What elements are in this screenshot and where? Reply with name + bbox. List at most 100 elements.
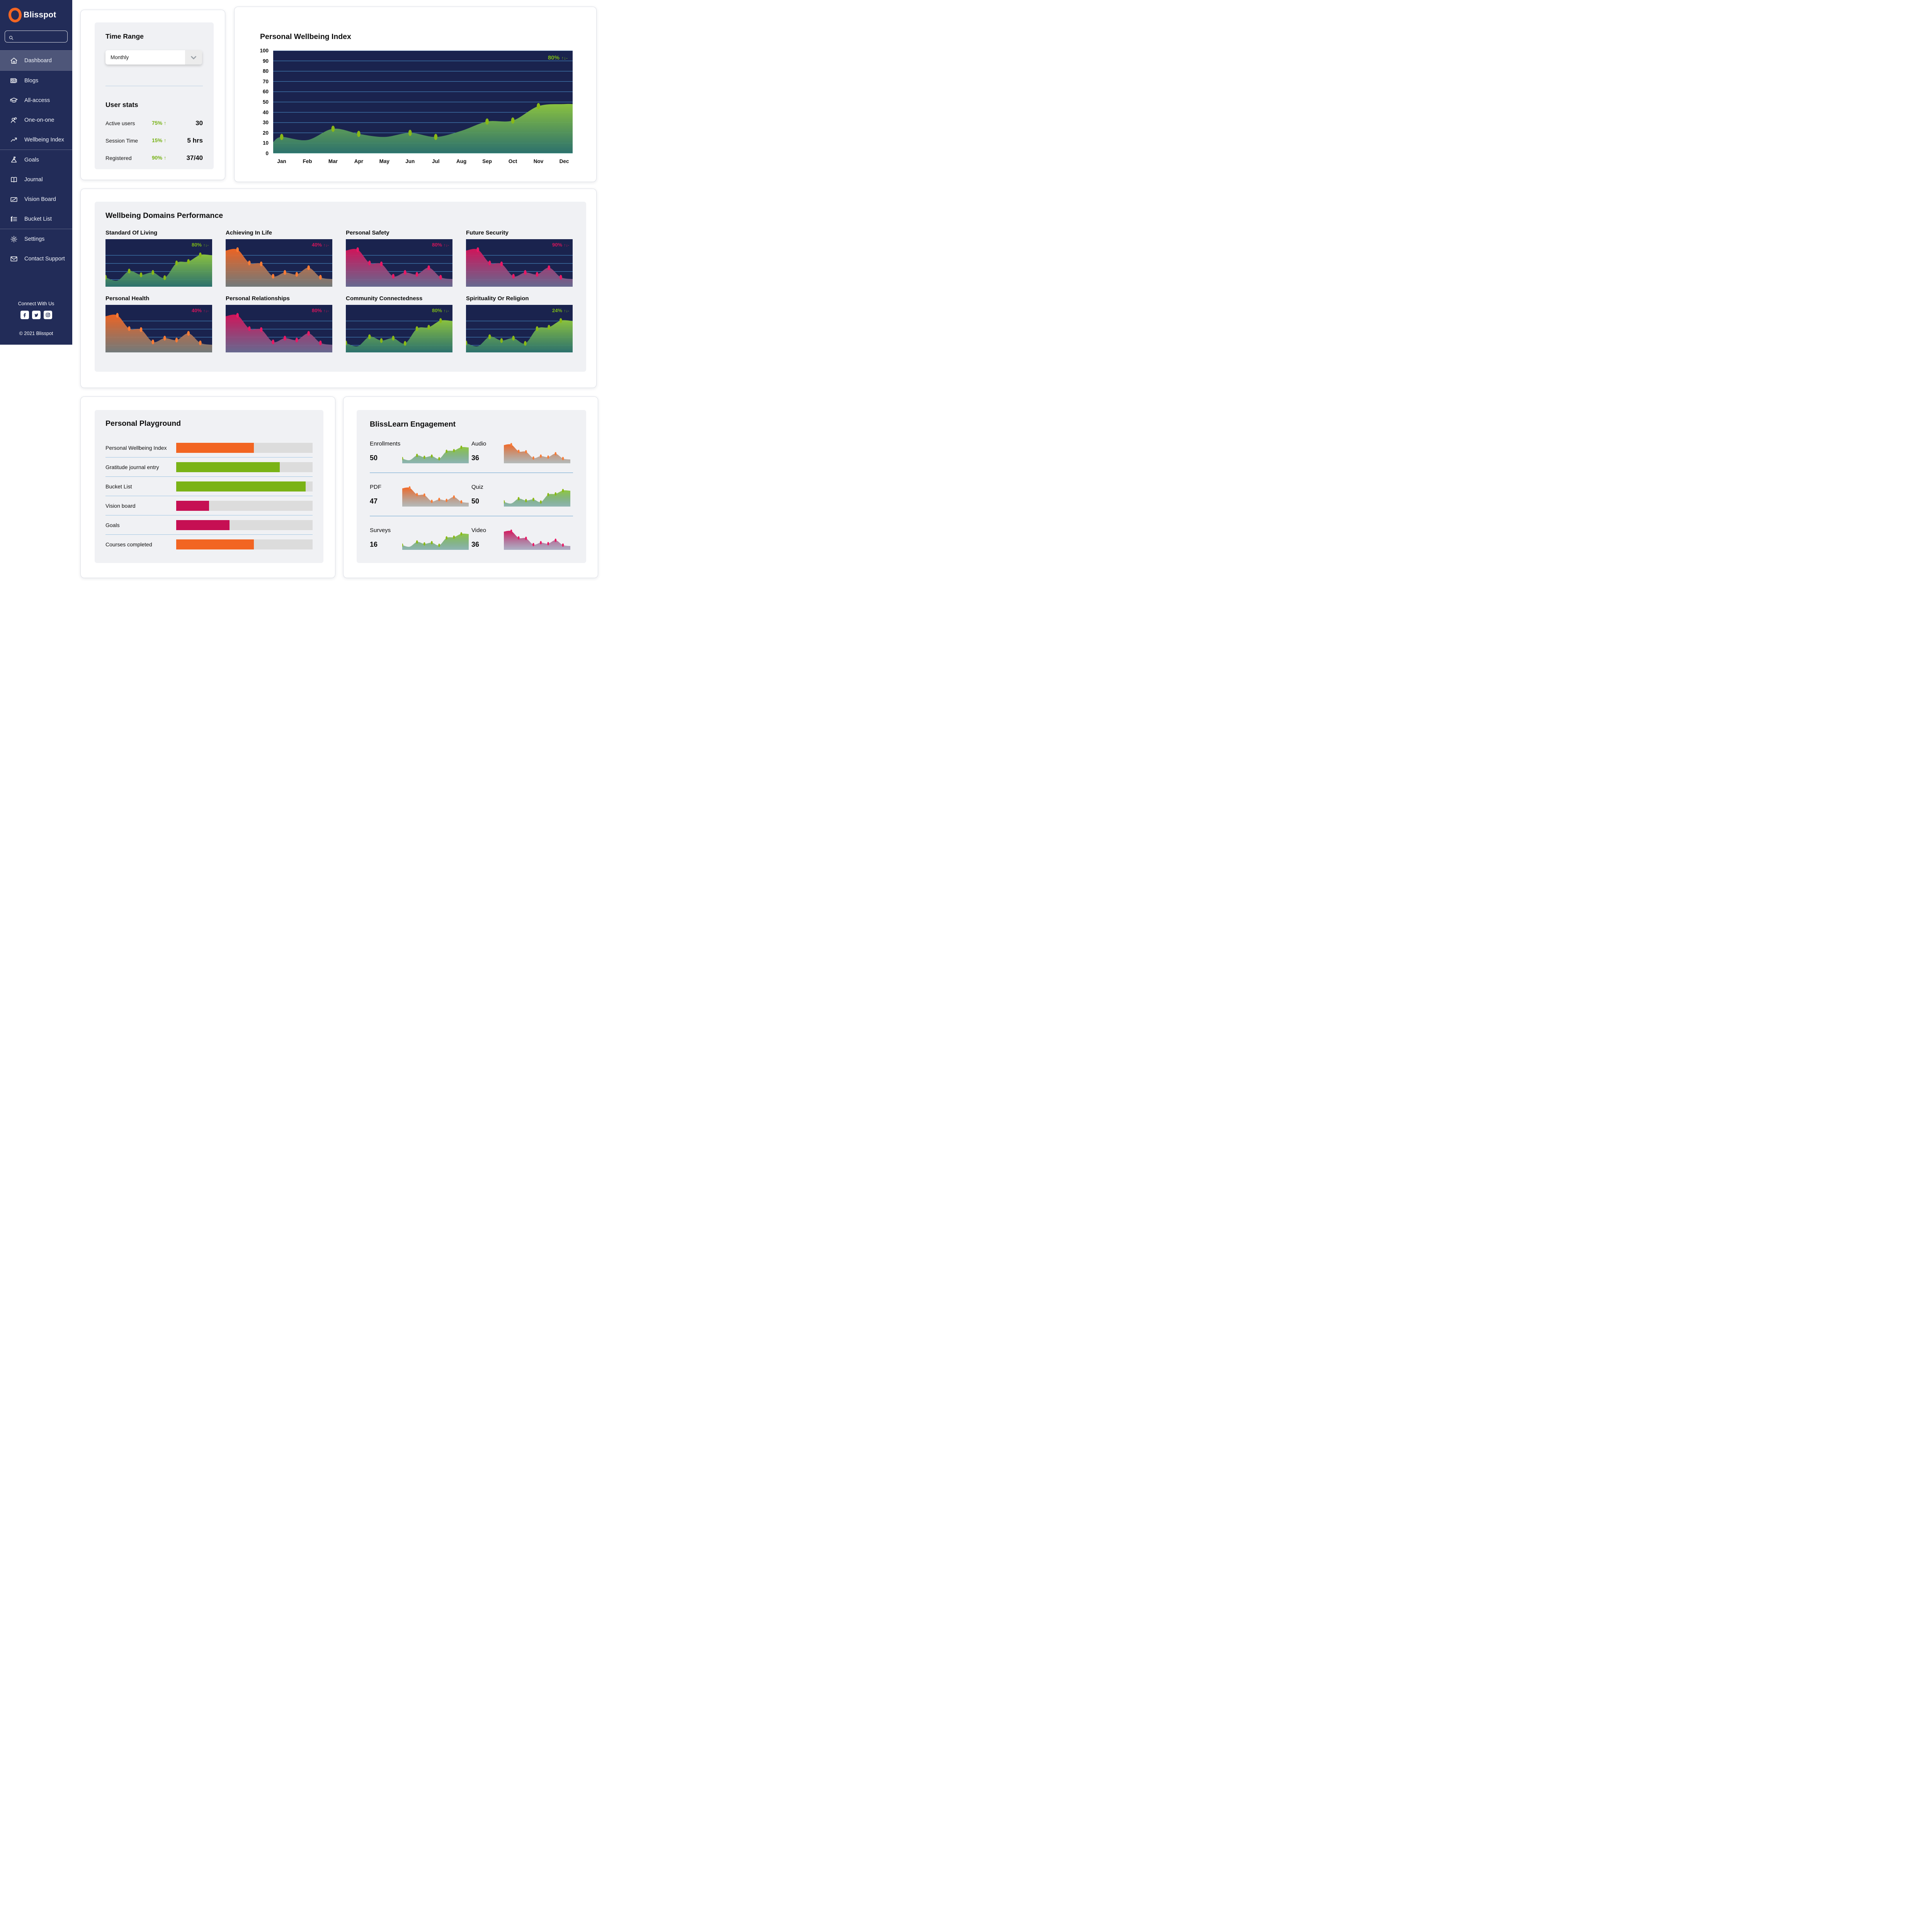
home-icon (10, 56, 18, 65)
blisspot-dashboard: Blisspot Dashboard Blogs All-access One-on-… (0, 0, 603, 585)
copyright: © 2021 Blisspot (19, 331, 53, 336)
learn-label: Audio (471, 440, 486, 447)
y-tick-label: 50 (262, 99, 269, 105)
instagram-icon[interactable] (43, 311, 52, 319)
sidebar-search[interactable] (5, 31, 68, 43)
sidebar-footer: Connect With Us © 2021 Blisspot (0, 301, 72, 336)
sidebar-item-label: Journal (24, 176, 43, 183)
domain-badge: 80% ↑↓- (311, 308, 329, 313)
bar-track (176, 481, 313, 492)
sidebar-item-wellbeing-index[interactable]: Wellbeing Index (0, 130, 72, 150)
stat-delta: 75% ↑ (152, 120, 167, 126)
twitter-icon[interactable] (32, 311, 41, 319)
time-range-value: Monthly (111, 54, 129, 60)
bar-fill (176, 520, 230, 530)
learn-label: Surveys (370, 527, 391, 534)
bar-fill (176, 481, 306, 492)
domain-title: Personal Health (105, 295, 150, 302)
sidebar-item-dashboard[interactable]: Dashboard (0, 51, 72, 70)
bar-row: Personal Wellbeing Index (105, 438, 313, 457)
learn-cell-pdf: PDF 47 (370, 483, 471, 507)
domain-chart-future-security: Future Security 90% ↑↓- (466, 230, 573, 287)
wellbeing-chart-badge: 80% ↑↓- (548, 54, 568, 61)
y-tick-label: 30 (262, 119, 269, 126)
sidebar-item-vision-board[interactable]: Vision Board (0, 189, 72, 209)
domain-area-chart: 40% ↑↓- (105, 305, 212, 352)
learn-value: 50 (471, 497, 480, 505)
sparkline-audio (504, 439, 570, 463)
month-label: Mar (328, 158, 338, 164)
sidebar-item-label: Wellbeing Index (24, 136, 64, 143)
month-label: Feb (303, 158, 312, 164)
learn-cell-video: Video 36 (471, 526, 573, 550)
month-label: Sep (482, 158, 492, 164)
sidebar-item-goals[interactable]: Goals (0, 150, 72, 170)
bar-row: Goals (105, 515, 313, 535)
domain-title: Future Security (466, 230, 509, 236)
sparkline-surveys (402, 526, 469, 550)
nav-divider (0, 50, 72, 51)
user-stats-title: User stats (105, 101, 138, 109)
sparkline-quiz (504, 483, 570, 507)
domain-chart-community-connectedness: Community Connectedness 80% ↑↓- (346, 295, 452, 352)
time-range-panel: Time Range Monthly User stats Active use… (95, 22, 214, 169)
sidebar-item-contact-support[interactable]: Contact Support (0, 249, 72, 269)
sidebar-item-bucket-list[interactable]: Bucket List (0, 209, 72, 229)
blisslearn-card: BlissLearn Engagement Enrollments 50 Audio… (343, 396, 598, 578)
domain-badge: 40% ↑↓- (191, 308, 209, 313)
y-tick-label: 10 (262, 140, 269, 146)
y-tick-label: 80 (262, 68, 269, 74)
playground-bars: Personal Wellbeing Index Gratitude journa… (105, 438, 313, 554)
brand-name: Blisspot (24, 10, 56, 19)
domain-chart-personal-health: Personal Health 40% ↑↓- (105, 295, 212, 352)
domain-chart-standard-of-living: Standard Of Living 80% ↑↓- (105, 230, 212, 287)
playground-title: Personal Playground (105, 419, 181, 428)
learn-value: 36 (471, 541, 480, 548)
bar-label: Goals (105, 522, 120, 528)
brand-logo[interactable]: Blisspot (0, 0, 72, 24)
bar-row: Gratitude journal entry (105, 457, 313, 477)
domains-title: Wellbeing Domains Performance (105, 211, 223, 220)
month-label: Nov (533, 158, 544, 164)
time-range-select[interactable]: Monthly (105, 50, 202, 65)
sidebar-item-label: Dashboard (24, 57, 52, 64)
month-label: Jan (277, 158, 286, 164)
sidebar-item-all-access[interactable]: All-access (0, 90, 72, 110)
y-tick-label: 0 (265, 150, 269, 156)
month-label: Jul (432, 158, 440, 164)
blisslearn-row: Surveys 16 Video 36 (370, 516, 573, 560)
bar-track (176, 442, 313, 453)
search-icon (8, 34, 14, 40)
learn-label: Enrollments (370, 440, 401, 447)
stat-delta: 90% ↑ (152, 155, 167, 161)
domain-area-chart: 24% ↑↓- (466, 305, 573, 352)
bar-label: Vision board (105, 502, 136, 509)
badge-percent: 80% (548, 54, 560, 61)
checklist-icon (10, 215, 18, 223)
sidebar: Blisspot Dashboard Blogs All-access One-on-… (0, 0, 72, 345)
learn-value: 36 (471, 454, 480, 462)
chevron-down-icon[interactable] (185, 50, 202, 65)
trend-up-icon (10, 136, 18, 144)
y-tick-label: 40 (262, 109, 269, 116)
wellbeing-chart-title: Personal Wellbeing Index (260, 32, 351, 41)
wellbeing-index-card: Personal Wellbeing Index 80% ↑↓- 100 90 80 7… (234, 7, 597, 182)
sidebar-item-settings[interactable]: Settings (0, 229, 72, 249)
sidebar-item-journal[interactable]: Journal (0, 170, 72, 189)
user-stats-list: Active users 75% ↑ 30 Session Time 15% ↑ 5 hr… (105, 114, 203, 167)
learn-value: 47 (370, 497, 378, 505)
learn-cell-audio: Audio 36 (471, 439, 573, 463)
domain-title: Achieving In Life (226, 230, 272, 236)
facebook-icon[interactable] (20, 311, 29, 319)
domain-title: Community Connectedness (346, 295, 423, 302)
sidebar-item-blogs[interactable]: Blogs (0, 71, 72, 90)
stat-value: 30 (196, 119, 203, 127)
learn-label: Video (471, 527, 486, 534)
domain-badge: 80% ↑↓- (432, 308, 449, 313)
sidebar-item-label: Vision Board (24, 196, 56, 202)
month-label: Apr (354, 158, 363, 164)
bar-track (176, 539, 313, 549)
sidebar-item-one-on-one[interactable]: One-on-one (0, 110, 72, 130)
stat-label: Active users (105, 120, 135, 126)
search-input[interactable] (14, 34, 67, 39)
